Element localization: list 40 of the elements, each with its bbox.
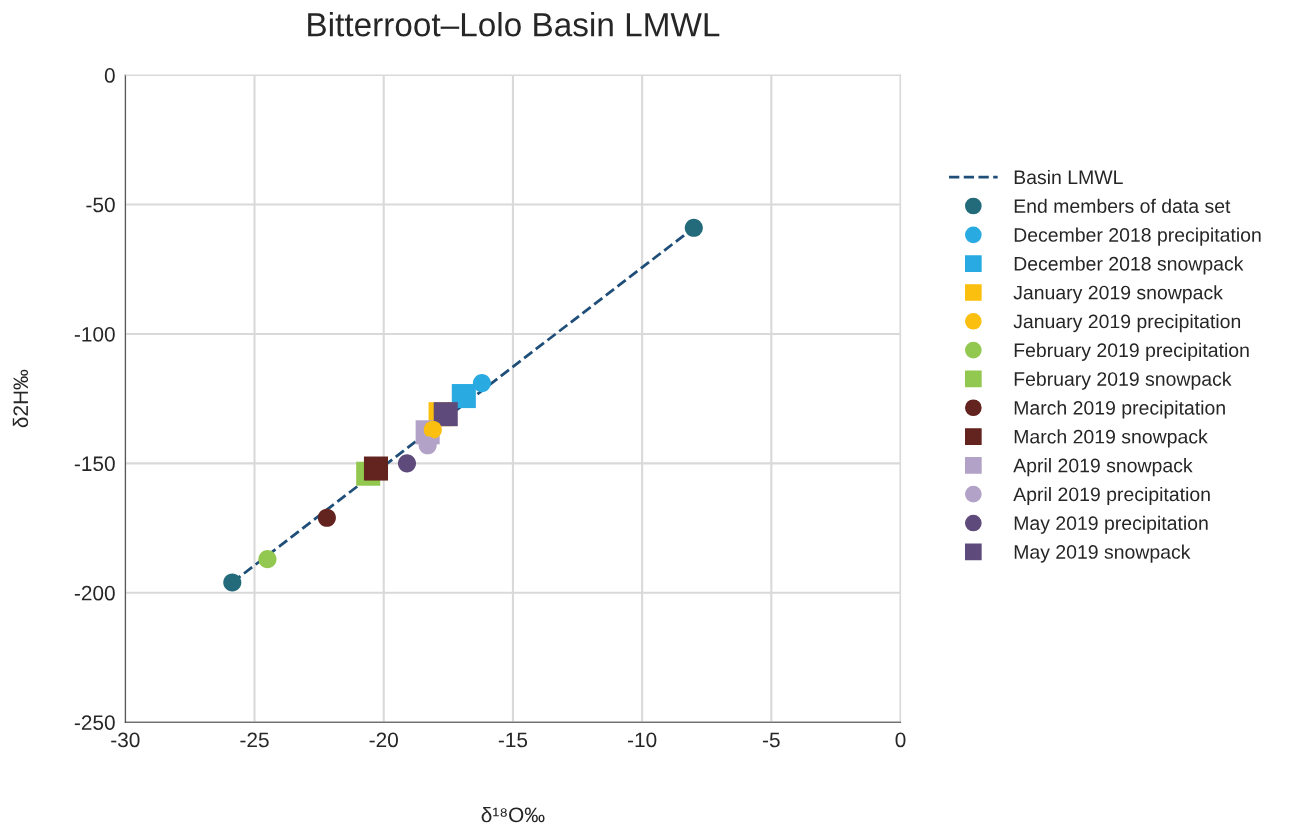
point — [397, 454, 417, 473]
y-tick-label: 0 — [104, 68, 115, 83]
y-axis-title: δ2H‰ — [12, 369, 29, 428]
legend-label: Basin LMWL — [1014, 169, 1123, 185]
legend-label: May 2019 precipitation — [1014, 515, 1208, 534]
legend-label: End members of data set — [1014, 198, 1231, 213]
legend-label: December 2018 snowpack — [1014, 256, 1244, 275]
legend-label: January 2019 precipitation — [1013, 314, 1241, 333]
x-tick-label: 0 — [895, 732, 906, 748]
x-tick-label: -10 — [627, 732, 657, 748]
y-tick-label: -50 — [86, 197, 115, 213]
legend-label: April 2019 snowpack — [1013, 458, 1193, 477]
legend-label: May 2019 snowpack — [1014, 544, 1191, 563]
legend-label: March 2019 snowpack — [1014, 429, 1208, 448]
legend-label: February 2019 snowpack — [1014, 371, 1232, 390]
point — [684, 218, 703, 237]
chart-title: Bitterroot–Lolo Basin LMWL — [308, 12, 720, 37]
x-axis-title: δ¹⁸O‰ — [481, 806, 545, 823]
legend-label: March 2019 precipitation — [1014, 400, 1225, 419]
point — [223, 573, 242, 592]
x-tick-label: -25 — [240, 732, 269, 748]
y-tick-label: -100 — [74, 326, 115, 342]
point — [258, 550, 277, 569]
legend-label: April 2019 precipitation — [1013, 486, 1210, 506]
legend-label: February 2019 precipitation — [1014, 342, 1249, 361]
point — [418, 436, 437, 455]
point — [451, 384, 476, 409]
x-tick-label: -15 — [498, 732, 528, 748]
x-tick-label: -30 — [111, 732, 140, 748]
y-tick-label: -250 — [74, 715, 115, 730]
legend-label: January 2019 snowpack — [1013, 285, 1223, 304]
y-tick-label: -150 — [74, 456, 115, 472]
point — [472, 374, 491, 393]
point — [433, 402, 458, 427]
point — [317, 508, 336, 527]
x-tick-label: -20 — [369, 732, 398, 748]
point — [363, 456, 388, 481]
x-tick-label: -5 — [762, 732, 780, 748]
legend-label: December 2018 precipitation — [1014, 227, 1261, 246]
y-tick-label: -200 — [74, 585, 115, 601]
